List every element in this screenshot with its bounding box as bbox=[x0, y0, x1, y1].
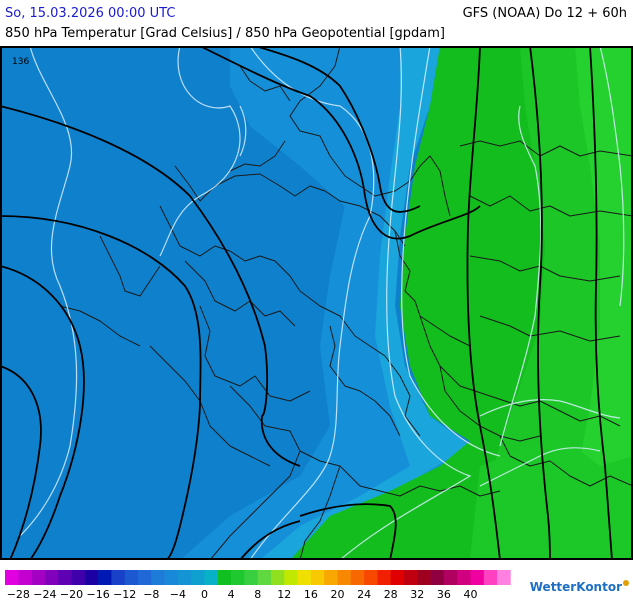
legend-swatch bbox=[191, 570, 205, 585]
legend-swatch bbox=[58, 570, 72, 585]
legend-swatch bbox=[31, 570, 46, 585]
legend-swatch bbox=[364, 570, 378, 585]
legend-swatch bbox=[124, 570, 139, 585]
legend-swatch bbox=[404, 570, 418, 585]
legend-swatch bbox=[337, 570, 352, 585]
legend-swatch bbox=[204, 570, 219, 585]
legend-swatch bbox=[470, 570, 485, 585]
legend-swatch bbox=[5, 570, 19, 585]
legend-swatch bbox=[244, 570, 258, 585]
legend-tick-label: −20 bbox=[60, 588, 83, 600]
chart-subtitle: 850 hPa Temperatur [Grad Celsius] / 850 … bbox=[5, 26, 446, 41]
legend-tick-label: 12 bbox=[277, 588, 291, 600]
legend-tick-label: 0 bbox=[201, 588, 208, 600]
legend-tick-label: 4 bbox=[228, 588, 235, 600]
model-run: GFS (NOAA) Do 12 + 60h bbox=[462, 6, 627, 21]
isoline-label: 136 bbox=[12, 57, 29, 67]
legend-tick-label: −28 bbox=[7, 588, 30, 600]
legend-tick-label: 40 bbox=[464, 588, 478, 600]
legend-swatch bbox=[483, 570, 498, 585]
legend-swatch bbox=[324, 570, 338, 585]
legend-swatch bbox=[310, 570, 325, 585]
legend-labels: −28 −24 −20 −16 −12 −8 −4 0 4 8 12 16 20 24 28 32 36 40 bbox=[7, 588, 478, 600]
legend-swatch bbox=[443, 570, 458, 585]
legend-swatch bbox=[430, 570, 445, 585]
temperature-band-minus4 bbox=[180, 46, 460, 560]
legend-tick-label: −4 bbox=[170, 588, 186, 600]
legend-swatch bbox=[164, 570, 179, 585]
legend-swatch bbox=[151, 570, 165, 585]
legend-swatch bbox=[84, 570, 99, 585]
legend-tick-label: 28 bbox=[384, 588, 398, 600]
isotherms bbox=[19, 46, 625, 560]
legend-swatch bbox=[457, 570, 471, 585]
legend-swatch bbox=[111, 570, 125, 585]
legend-tick-label: 32 bbox=[410, 588, 424, 600]
color-legend: −28 −24 −20 −16 −12 −8 −4 0 4 8 12 16 20 24 28 32 36 40 bbox=[5, 570, 511, 600]
legend-tick-label: −12 bbox=[113, 588, 136, 600]
legend-swatch bbox=[177, 570, 192, 585]
valid-time: So, 15.03.2026 00:00 UTC bbox=[5, 6, 176, 21]
temperature-band-8b bbox=[470, 436, 633, 560]
legend-swatch bbox=[231, 570, 245, 585]
legend-tick-label: −24 bbox=[33, 588, 56, 600]
wetterkontor-logo[interactable]: WetterKontor bbox=[530, 580, 629, 594]
legend-tick-label: 16 bbox=[304, 588, 318, 600]
legend-swatch bbox=[284, 570, 298, 585]
legend-tick-label: −16 bbox=[86, 588, 109, 600]
legend-swatch bbox=[217, 570, 232, 585]
legend-swatch bbox=[497, 570, 511, 585]
legend-swatch bbox=[271, 570, 285, 585]
legend-swatch bbox=[417, 570, 431, 585]
isohypses bbox=[0, 46, 613, 560]
legend-swatch bbox=[71, 570, 86, 585]
legend-swatch bbox=[350, 570, 365, 585]
country-borders bbox=[59, 46, 633, 560]
legend-swatch bbox=[257, 570, 272, 585]
legend-swatch bbox=[297, 570, 312, 585]
legend-tick-label: 20 bbox=[331, 588, 345, 600]
temperature-band-12 bbox=[560, 46, 633, 560]
legend-swatch bbox=[138, 570, 152, 585]
legend-tick-label: 24 bbox=[357, 588, 371, 600]
logo-mark-icon bbox=[623, 580, 629, 586]
legend-tick-label: 8 bbox=[254, 588, 261, 600]
legend-swatch bbox=[18, 570, 32, 585]
legend-swatch bbox=[98, 570, 112, 585]
weather-map: 136 bbox=[0, 46, 633, 560]
logo-text: WetterKontor bbox=[529, 580, 622, 594]
map-frame bbox=[0, 46, 633, 560]
legend-swatch bbox=[390, 570, 405, 585]
legend-tick-label: 36 bbox=[437, 588, 451, 600]
temperature-band-0 bbox=[260, 46, 470, 560]
legend-swatches bbox=[5, 570, 511, 585]
legend-tick-label: −8 bbox=[143, 588, 159, 600]
legend-swatch bbox=[377, 570, 391, 585]
legend-swatch bbox=[44, 570, 59, 585]
